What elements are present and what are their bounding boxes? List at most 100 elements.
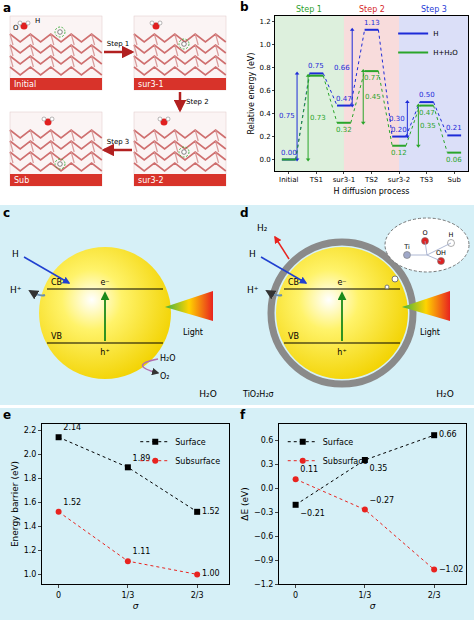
svg-text:OH: OH [436, 249, 446, 257]
svg-text:1.13: 1.13 [364, 19, 380, 27]
svg-text:0.0: 0.0 [259, 156, 270, 164]
svg-text:H₂O: H₂O [199, 389, 216, 399]
svg-text:0.0: 0.0 [261, 484, 274, 493]
svg-text:Sub: Sub [14, 176, 29, 185]
svg-text:H: H [12, 249, 19, 259]
svg-text:H₂: H₂ [257, 223, 268, 233]
svg-text:H₂O: H₂O [160, 354, 176, 363]
svg-text:VB: VB [51, 332, 62, 341]
svg-text:−0.9: −0.9 [254, 556, 273, 565]
svg-text:d: d [240, 206, 249, 220]
svg-text:0.12: 0.12 [391, 149, 407, 157]
svg-text:Subsurface: Subsurface [323, 457, 368, 466]
svg-text:2/3: 2/3 [191, 591, 204, 600]
svg-text:0.3: 0.3 [261, 460, 274, 469]
svg-text:1.0: 1.0 [259, 41, 270, 49]
svg-text:sur3-2: sur3-2 [388, 176, 410, 184]
svg-text:0.47: 0.47 [419, 109, 435, 117]
svg-text:0.75: 0.75 [308, 62, 324, 70]
svg-text:0.50: 0.50 [419, 91, 435, 99]
svg-text:TS2: TS2 [364, 176, 378, 184]
svg-text:1.89: 1.89 [133, 454, 151, 463]
svg-text:O: O [13, 24, 19, 32]
svg-text:a: a [3, 1, 11, 15]
svg-text:−0.21: −0.21 [300, 509, 325, 518]
svg-text:0.32: 0.32 [336, 126, 352, 134]
svg-text:TiO₂H₂σ: TiO₂H₂σ [242, 390, 274, 399]
svg-text:0: 0 [293, 591, 298, 600]
svg-text:0.8: 0.8 [259, 64, 270, 72]
svg-text:Light: Light [183, 328, 203, 337]
svg-text:Initial: Initial [14, 80, 36, 89]
svg-text:H₂O: H₂O [436, 389, 453, 399]
svg-text:−1.02: −1.02 [439, 565, 464, 574]
svg-text:H: H [433, 30, 438, 38]
svg-text:Step 1: Step 1 [296, 5, 322, 14]
svg-text:1.11: 1.11 [133, 547, 151, 556]
svg-text:0.35: 0.35 [370, 464, 388, 473]
svg-text:0.73: 0.73 [310, 114, 326, 122]
svg-text:sur3-2: sur3-2 [138, 176, 164, 185]
svg-text:−0.3: −0.3 [254, 508, 273, 517]
svg-text:Subsurface: Subsurface [175, 457, 220, 466]
svg-text:H: H [449, 231, 454, 239]
svg-text:1.0: 1.0 [24, 570, 37, 579]
svg-text:0.21: 0.21 [446, 124, 462, 132]
svg-text:1.00: 1.00 [202, 569, 220, 578]
svg-text:0.4: 0.4 [259, 110, 271, 118]
svg-text:ΔE (eV): ΔE (eV) [240, 487, 250, 520]
svg-text:sur3-1: sur3-1 [138, 80, 164, 89]
svg-text:0.6: 0.6 [259, 87, 271, 95]
svg-text:0.47: 0.47 [336, 95, 352, 103]
svg-text:Sub: Sub [448, 176, 462, 184]
svg-text:H+H₂O: H+H₂O [433, 49, 458, 57]
svg-text:Surface: Surface [175, 438, 206, 447]
svg-text:Step 3: Step 3 [107, 138, 130, 146]
svg-text:VB: VB [288, 332, 299, 341]
svg-text:0.2: 0.2 [259, 133, 270, 141]
svg-text:c: c [3, 206, 10, 220]
svg-text:0.35: 0.35 [420, 122, 436, 130]
svg-text:h⁺: h⁺ [100, 348, 109, 357]
svg-text:0: 0 [56, 591, 61, 600]
svg-text:σ: σ [370, 601, 376, 611]
svg-text:0.45: 0.45 [365, 93, 381, 101]
svg-text:H: H [35, 17, 40, 25]
svg-text:CB: CB [51, 278, 62, 287]
svg-text:1/3: 1/3 [121, 591, 134, 600]
svg-text:0.6: 0.6 [261, 436, 274, 445]
svg-text:0.66: 0.66 [439, 430, 457, 439]
svg-text:0.00: 0.00 [281, 149, 297, 157]
svg-text:TS1: TS1 [309, 176, 323, 184]
svg-text:−0.27: −0.27 [370, 496, 395, 505]
svg-text:1.6: 1.6 [24, 498, 37, 507]
svg-text:1.2: 1.2 [259, 18, 270, 26]
svg-text:Step 1: Step 1 [107, 40, 130, 48]
svg-text:sur3-1: sur3-1 [333, 176, 355, 184]
svg-text:0.75: 0.75 [279, 112, 295, 120]
svg-text:2.0: 2.0 [24, 450, 37, 459]
svg-text:H diffusion process: H diffusion process [333, 187, 409, 196]
svg-text:1.52: 1.52 [63, 498, 81, 507]
svg-text:h⁺: h⁺ [337, 348, 346, 357]
svg-text:H⁺: H⁺ [247, 285, 259, 295]
svg-text:1.8: 1.8 [24, 474, 37, 483]
svg-text:0.77: 0.77 [364, 74, 380, 82]
svg-text:1.4: 1.4 [24, 522, 37, 531]
svg-text:2.2: 2.2 [24, 426, 37, 435]
svg-text:−0.6: −0.6 [254, 532, 273, 541]
svg-text:CB: CB [288, 278, 299, 287]
svg-text:Ti: Ti [403, 243, 410, 251]
svg-text:−1.2: −1.2 [254, 580, 273, 589]
svg-text:0.06: 0.06 [446, 156, 462, 164]
svg-text:0.30: 0.30 [389, 115, 405, 123]
svg-text:2/3: 2/3 [428, 591, 441, 600]
svg-text:Surface: Surface [323, 438, 354, 447]
svg-text:e⁻: e⁻ [337, 278, 346, 287]
svg-text:1.2: 1.2 [24, 546, 37, 555]
svg-text:σ: σ [133, 601, 139, 611]
svg-text:0.20: 0.20 [391, 126, 407, 134]
svg-text:O₂: O₂ [160, 372, 170, 381]
svg-text:Initial: Initial [279, 176, 298, 184]
svg-text:2.14: 2.14 [63, 423, 81, 432]
